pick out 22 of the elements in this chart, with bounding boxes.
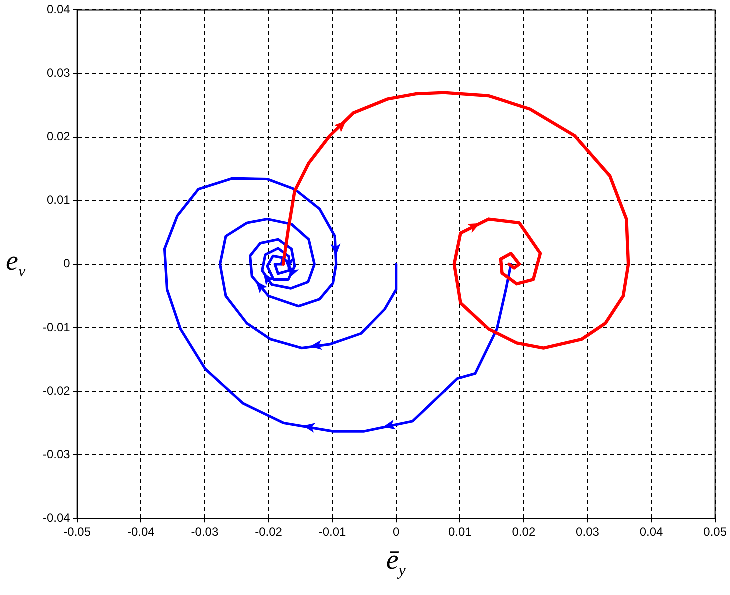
- y-tick-label: -0.02: [42, 384, 71, 398]
- x-tick-label: -0.05: [64, 525, 92, 540]
- y-axis-title: e$_{v}$: [6, 246, 26, 282]
- x-tick-label: -0.04: [127, 525, 156, 540]
- y-tick-label: -0.01: [42, 320, 71, 334]
- x-tick-label: 0.03: [576, 525, 600, 540]
- y-tick-label: 0.03: [46, 66, 71, 80]
- y-tick-label: 0.02: [46, 130, 71, 144]
- x-tick-label: -0.03: [191, 525, 219, 540]
- x-axis-title: ē$_{y}$: [386, 544, 406, 580]
- y-tick-label: 0: [64, 256, 71, 271]
- y-tick-label: 0.01: [46, 193, 71, 208]
- x-tick-label: 0: [392, 525, 400, 540]
- x-tick-label: -0.02: [255, 525, 283, 540]
- x-tick-label: 0.04: [640, 525, 664, 540]
- y-tick-label: 0.04: [46, 2, 71, 17]
- x-tick-label: 0.02: [512, 525, 536, 540]
- x-tick-label: 0.05: [704, 525, 728, 540]
- x-tick-label: -0.01: [318, 525, 347, 540]
- y-tick-label: -0.03: [42, 447, 71, 462]
- y-tick-label: -0.04: [42, 510, 71, 525]
- x-tick-label: 0.01: [448, 525, 472, 540]
